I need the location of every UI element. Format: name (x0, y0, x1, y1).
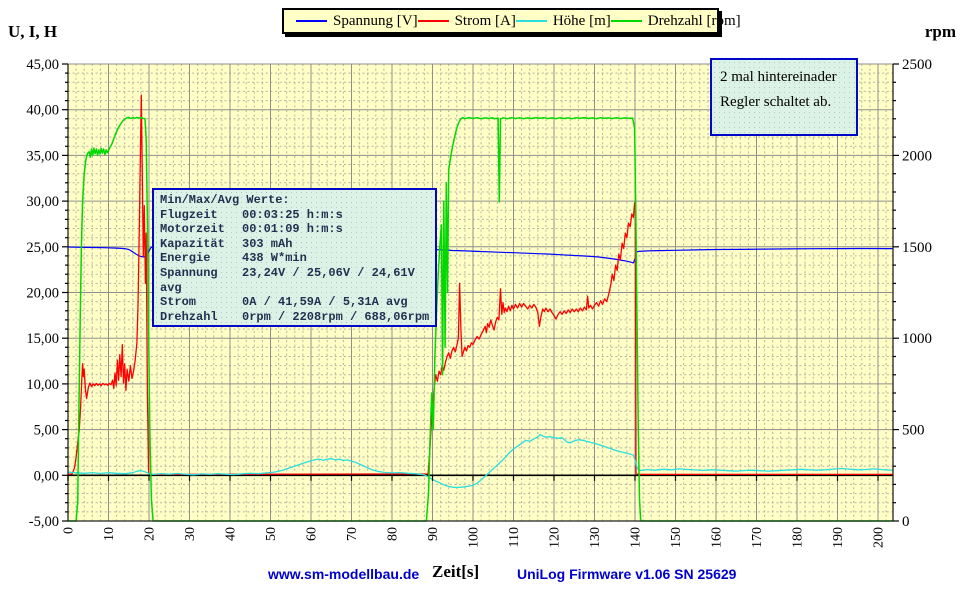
svg-text:60: 60 (305, 527, 320, 541)
svg-text:40: 40 (224, 527, 239, 541)
annotation-box: 2 mal hintereinader Regler schaltet ab. (710, 58, 858, 136)
legend-label-spannung: Spannung [V] (333, 12, 418, 29)
infobox-value: 0A / 41,59A / 5,31A avg (242, 295, 408, 310)
svg-text:170: 170 (750, 527, 765, 548)
infobox-title-row: Min/Max/Avg Werte: (160, 193, 429, 208)
svg-text:180: 180 (791, 527, 806, 548)
svg-text:190: 190 (831, 527, 846, 548)
left-axis-tick-labels: 45,00 40,00 35,00 30,00 25,00 20,00 15,00 10,00… (26, 57, 59, 530)
infobox-value: 0rpm / 2208rpm / 688,06rpm (242, 309, 430, 324)
infobox-row-flugzeit: Flugzeit 00:03:25 h:m:s (160, 208, 429, 223)
infobox-value (242, 281, 429, 296)
legend-line-hoehe (515, 20, 547, 22)
infobox-value: 23,24V / 25,06V / 24,61V (242, 265, 415, 280)
infobox-row-drehzahl: Drehzahl 0rpm / 2208rpm / 688,06rpm (160, 310, 429, 325)
svg-text:500: 500 (902, 423, 925, 439)
svg-text:5,00: 5,00 (34, 423, 59, 439)
infobox-row-strom: Strom 0A / 41,59A / 5,31A avg (160, 295, 429, 310)
infobox-row-avg: avg (160, 281, 429, 296)
svg-text:160: 160 (710, 527, 725, 548)
svg-text:0: 0 (62, 527, 77, 534)
series-spannung (67, 245, 893, 264)
major-grid (68, 63, 893, 521)
right-axis-tick-labels: 2500 2000 1500 1000 500 0 (902, 57, 932, 530)
website-link[interactable]: www.sm-modellbau.de (268, 566, 420, 582)
svg-text:0: 0 (902, 514, 910, 530)
right-axis-title: rpm (924, 22, 956, 41)
legend-label-hoehe: Höhe [m] (552, 12, 611, 29)
svg-text:50: 50 (264, 527, 279, 541)
svg-text:20: 20 (143, 527, 158, 541)
svg-text:30: 30 (183, 527, 198, 541)
infobox-label: Flugzeit (160, 207, 218, 222)
infobox-label: Kapazität (160, 236, 225, 251)
series-hoehe (67, 433, 893, 489)
svg-text:15,00: 15,00 (26, 331, 59, 347)
firmware-version-text: UniLog Firmware v1.06 SN 25629 (517, 566, 737, 582)
svg-text:1000: 1000 (902, 331, 932, 347)
min-max-avg-box: Min/Max/Avg Werte: Flugzeit 00:03:25 h:m:… (152, 188, 437, 327)
left-axis-title: U, I, H (8, 22, 58, 41)
infobox-row-motorzeit: Motorzeit 00:01:09 h:m:s (160, 222, 429, 237)
infobox-label: Energie (160, 251, 211, 266)
series-strom (67, 94, 893, 476)
svg-text:45,00: 45,00 (26, 57, 59, 73)
axis-ticks (62, 63, 899, 522)
infobox-value: 00:01:09 h:m:s (242, 222, 343, 237)
svg-text:120: 120 (548, 527, 563, 548)
infobox-label: Motorzeit (160, 222, 225, 237)
svg-text:10,00: 10,00 (26, 377, 59, 393)
svg-text:100: 100 (467, 527, 482, 548)
legend-item-drehzahl: Drehzahl [rpm] (610, 12, 741, 30)
legend-item-spannung: Spannung [V] (296, 13, 418, 30)
svg-text:20,00: 20,00 (26, 286, 59, 302)
svg-text:140: 140 (629, 527, 644, 548)
infobox-title: Min/Max/Avg Werte: (160, 193, 290, 207)
series-drehzahl (67, 116, 893, 522)
infobox-label: Strom (160, 295, 197, 310)
infobox-row-energie: Energie 438 W*min (160, 251, 429, 266)
infobox-value: 00:03:25 h:m:s (242, 207, 343, 222)
svg-text:-5,00: -5,00 (29, 514, 59, 530)
svg-text:30,00: 30,00 (26, 194, 59, 210)
x-axis-tick-labels: 0 10 20 30 40 50 60 70 80 90 100 110 120 130 140 150 160… (62, 527, 887, 548)
legend-label-drehzahl: Drehzahl [rpm] (647, 12, 741, 29)
legend-line-strom (417, 20, 449, 22)
legend-line-spannung (296, 20, 327, 22)
svg-text:1500: 1500 (902, 240, 932, 256)
svg-text:0,00: 0,00 (34, 468, 59, 484)
svg-text:150: 150 (669, 527, 684, 548)
legend-item-strom: Strom [A] (417, 12, 516, 30)
svg-text:80: 80 (386, 527, 401, 541)
svg-text:130: 130 (588, 527, 603, 548)
legend: Spannung [V] Strom [A] Höhe [m] Drehzahl [r… (282, 8, 741, 34)
infobox-value: 303 mAh (242, 236, 293, 251)
infobox-label: Drehzahl (160, 309, 218, 324)
svg-text:90: 90 (426, 527, 441, 541)
svg-text:2000: 2000 (902, 148, 932, 164)
svg-text:2500: 2500 (902, 57, 932, 73)
infobox-value: 438 W*min (242, 251, 307, 266)
infobox-row-spannung: Spannung 23,24V / 25,06V / 24,61V (160, 266, 429, 281)
svg-text:25,00: 25,00 (26, 240, 59, 256)
svg-text:35,00: 35,00 (26, 148, 59, 164)
svg-text:40,00: 40,00 (26, 103, 59, 119)
infobox-label: Spannung (160, 265, 218, 280)
x-axis-label: Zeit[s] (432, 562, 480, 581)
infobox-row-kapazität: Kapazität 303 mAh (160, 237, 429, 252)
svg-text:200: 200 (872, 527, 887, 548)
annotation-line-1: 2 mal hintereinader (720, 69, 837, 85)
legend-line-drehzahl (610, 20, 642, 22)
infobox-label: avg (160, 280, 182, 295)
legend-item-hoehe: Höhe [m] (515, 12, 611, 30)
svg-text:10: 10 (102, 527, 117, 541)
svg-text:70: 70 (345, 527, 360, 541)
legend-label-strom: Strom [A] (454, 12, 516, 29)
annotation-line-2: Regler schaltet ab. (720, 94, 832, 110)
svg-text:110: 110 (507, 527, 522, 547)
